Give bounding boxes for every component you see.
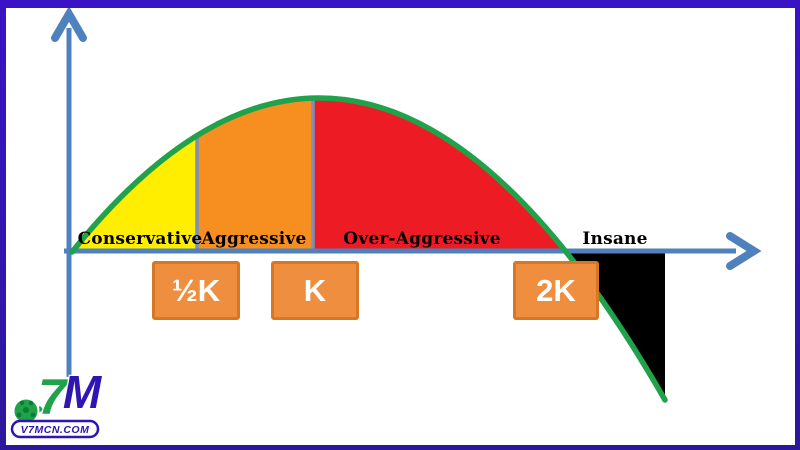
v7mcn-logo: M 7 V7MCN.COM (10, 365, 104, 439)
region-label-conservative: Conservative (77, 229, 203, 249)
x-axis-arrow-icon (726, 232, 762, 270)
marker-label-k: K (303, 272, 327, 308)
logo-glyph-m: M (63, 366, 103, 418)
chart-canvas: Conservative Aggressive Over-Aggressive … (6, 8, 795, 445)
region-over-aggressive-area (313, 98, 566, 252)
marker-box-k: K (271, 261, 359, 320)
region-label-over-aggressive: Over-Aggressive (343, 229, 501, 249)
region-label-aggressive: Aggressive (201, 229, 307, 249)
marker-label-half-k: ½K (171, 272, 221, 308)
region-conservative-area (72, 135, 197, 252)
region-insane-area (566, 252, 665, 400)
marker-label-2k: 2K (536, 272, 576, 308)
watermark-logo: M 7 V7MCN.COM (10, 354, 114, 444)
logo-badge-text: V7MCN.COM (21, 424, 90, 436)
marker-box-half-k: ½K (152, 261, 240, 320)
logo-glyph-seven: 7 (38, 369, 68, 425)
region-aggressive-area (197, 98, 313, 252)
soccer-ball-icon (12, 397, 40, 425)
marker-box-2k: 2K (513, 261, 599, 320)
kelly-curve-plot (51, 8, 762, 403)
region-label-insane: Insane (582, 229, 648, 249)
y-axis-arrow-icon (51, 8, 87, 42)
logo-badge: V7MCN.COM (10, 419, 100, 439)
